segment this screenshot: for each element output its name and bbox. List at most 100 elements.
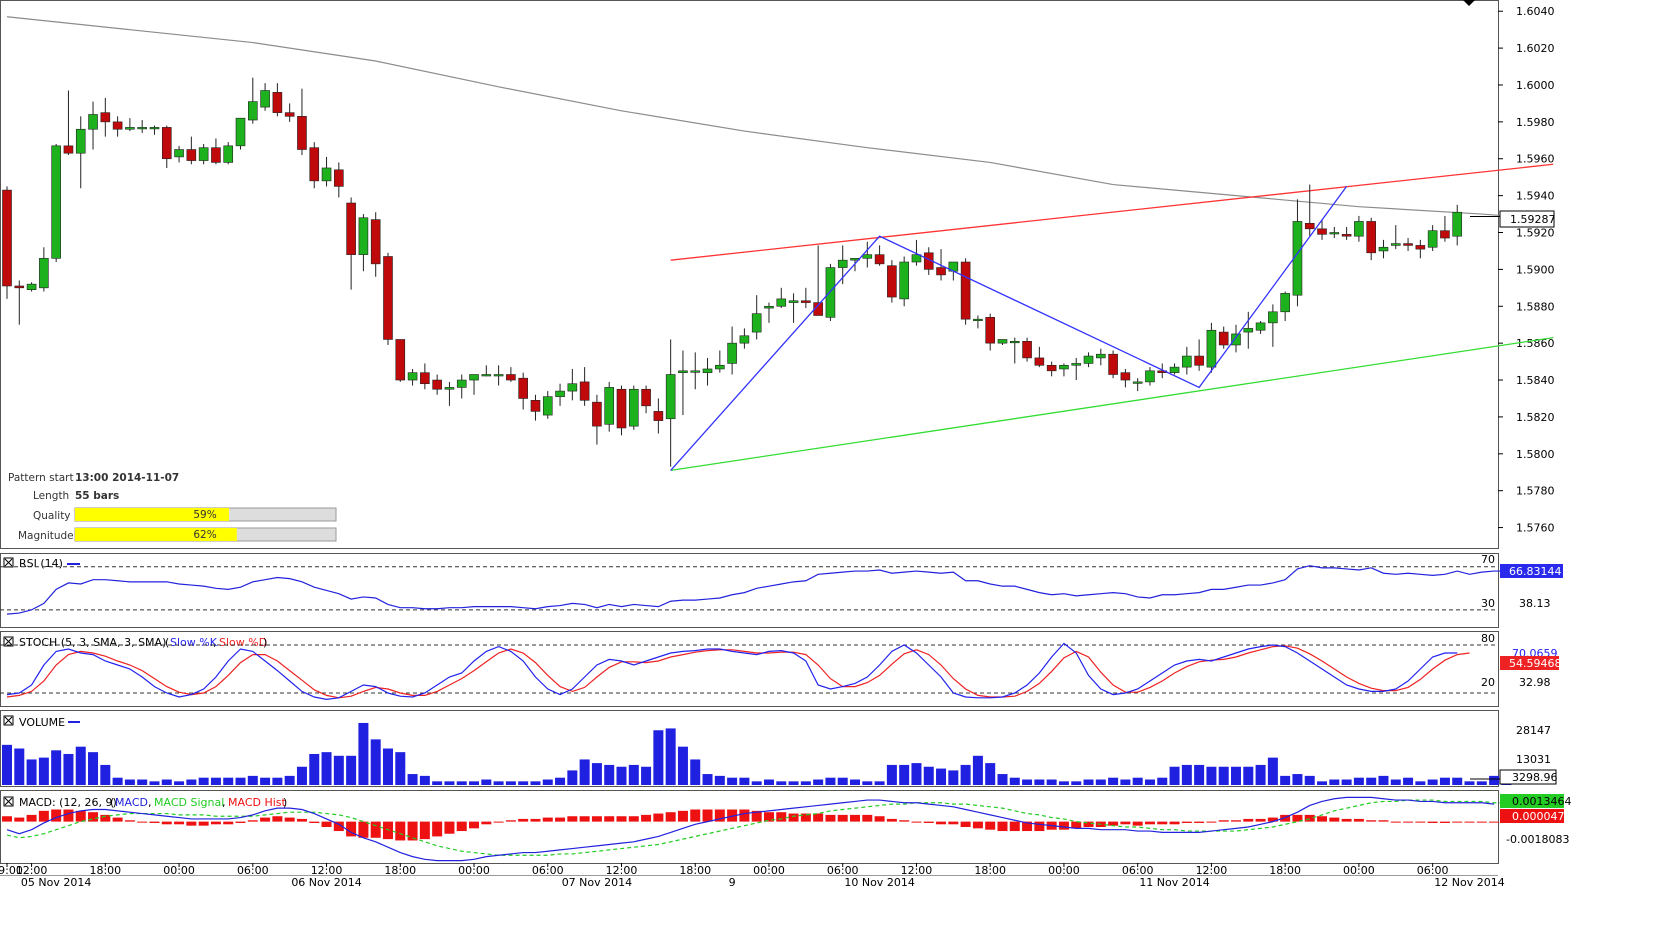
date-label: 06 Nov 2014 — [291, 876, 361, 889]
volume-bar — [321, 752, 332, 785]
macd-hist-bar — [1144, 821, 1155, 825]
volume-bar — [530, 781, 541, 785]
rsi-close-x — [4, 558, 13, 567]
volume-bar — [1058, 781, 1069, 785]
stoch-panel-frame — [0, 631, 1499, 707]
macd-hist-bar — [296, 818, 307, 822]
macd-hist-bar — [260, 817, 271, 822]
bullish-candle — [825, 267, 836, 318]
bearish-candle — [1108, 353, 1118, 375]
bullish-candle — [776, 298, 787, 307]
macd-hist-bar — [579, 816, 590, 822]
time-tick-label: 00:00 — [1048, 864, 1080, 877]
volume-bar — [1390, 779, 1401, 785]
volume-bar — [960, 764, 971, 785]
current-price-box — [1499, 210, 1555, 228]
volume-bar — [124, 779, 135, 785]
bullish-candle — [260, 90, 270, 108]
macd-hist-bar — [1218, 820, 1229, 822]
volume-bar — [493, 781, 504, 785]
bearish-candle — [272, 92, 283, 113]
volume-bar — [1255, 764, 1266, 785]
macd-hist-bar — [825, 814, 836, 822]
bullish-candle — [739, 335, 750, 344]
price-panel: 1.6040 1.6020 1.6000 1.5980 1.5960 1.5940 1.59… — [2, 0, 1556, 535]
bearish-candle — [506, 374, 516, 381]
macd-hist-bar — [493, 821, 504, 823]
stoch-legend-open: ( — [165, 636, 169, 649]
scroll-marker-icon[interactable] — [1463, 0, 1475, 6]
macd-layer — [2, 796, 1507, 862]
macd-hist-bar — [1317, 816, 1328, 822]
macd-hist-bar — [677, 810, 688, 822]
magnitude-label: Magnitude — [18, 530, 74, 542]
price-tick-label: 1.5800 — [1516, 448, 1555, 461]
macd-hist-bar — [751, 810, 762, 822]
macd-hist-bar — [1169, 821, 1180, 825]
stoch-title: STOCH (5, 3, SMA, 3, SMA) — [19, 636, 166, 649]
volume-bar — [825, 777, 836, 785]
macd-hist-bar — [1476, 821, 1487, 823]
volume-bar — [272, 777, 283, 785]
bullish-candle — [1169, 366, 1180, 373]
bullish-candle — [1292, 221, 1303, 296]
quality-label: Quality — [33, 510, 71, 522]
bullish-candle — [1390, 243, 1401, 246]
time-tick-label: 09:00 — [0, 864, 23, 877]
volume-bar — [1378, 775, 1389, 785]
macd-hist-bar — [997, 821, 1008, 832]
macd-hist-bar — [862, 814, 873, 822]
volume-bar — [198, 777, 209, 785]
bullish-candle — [358, 217, 369, 255]
stoch-level-low: 20 — [1481, 676, 1495, 689]
bearish-candle — [1403, 243, 1413, 246]
volume-bar — [555, 777, 566, 785]
time-tick-label: 00:00 — [1343, 864, 1375, 877]
price-panel-frame — [0, 0, 1499, 549]
volume-bar — [1169, 766, 1180, 785]
macd-hist-bar — [198, 821, 209, 826]
volume-bar — [296, 766, 307, 785]
volume-bar — [1439, 777, 1450, 785]
bullish-candle — [1354, 221, 1364, 237]
volume-bar — [370, 739, 381, 785]
time-tick-label: 18:00 — [679, 864, 711, 877]
pattern-info-box: Pattern start 13:00 2014-11-07 Length 55… — [8, 472, 337, 542]
macd-line — [6, 796, 1495, 862]
rsi-line-layer — [0, 565, 1507, 615]
macd-hist-bar — [1280, 814, 1291, 822]
macd-hist-bar — [1329, 817, 1340, 822]
volume-bar — [923, 766, 934, 785]
bearish-candle — [1120, 372, 1131, 381]
bullish-candle — [1071, 363, 1082, 366]
volume-bar — [100, 764, 111, 785]
bearish-candle — [936, 267, 946, 276]
volume-bar — [997, 774, 1008, 785]
macd-hist-bar — [1243, 818, 1254, 822]
macd-hist-bar — [1353, 818, 1364, 822]
macd-hist-bar — [1267, 817, 1278, 822]
bearish-candle — [985, 317, 996, 344]
volume-bar — [936, 768, 947, 785]
bullish-candle — [137, 127, 147, 130]
macd-hist-bar — [1489, 821, 1500, 823]
macd-hist-bar — [763, 812, 774, 822]
volume-bar — [628, 764, 639, 785]
bullish-candle — [628, 388, 639, 427]
bullish-candle — [1378, 246, 1389, 252]
price-tick-label: 1.5920 — [1516, 227, 1555, 240]
price-tick-label: 1.5780 — [1516, 485, 1555, 498]
macd-signal-line — [6, 799, 1507, 856]
macd-hist-bar — [370, 821, 381, 838]
macd-hist-bar — [1378, 820, 1389, 822]
macd-hist-bar — [567, 816, 578, 822]
volume-bar — [1403, 777, 1414, 785]
bullish-candle — [678, 370, 688, 373]
bearish-candle — [383, 256, 393, 340]
bearish-candle — [63, 145, 74, 154]
bearish-candle — [211, 147, 221, 163]
macd-hist-bar — [51, 809, 62, 822]
macd-legend-macd: MACD — [115, 796, 148, 809]
rsi-level-high: 70 — [1481, 553, 1495, 566]
